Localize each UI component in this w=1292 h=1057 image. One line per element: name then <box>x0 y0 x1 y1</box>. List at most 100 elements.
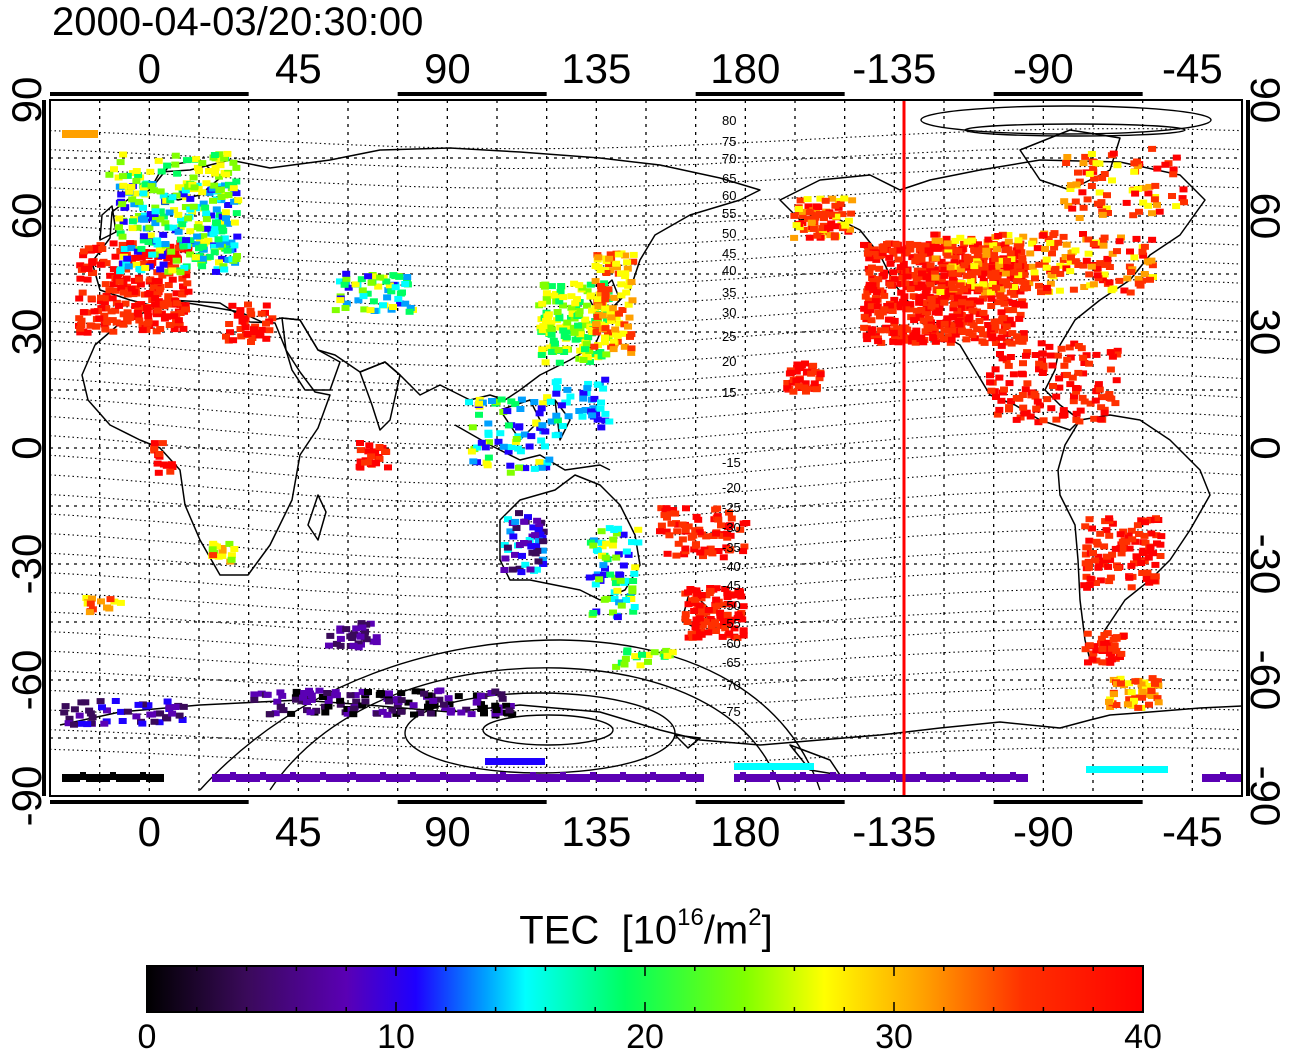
tec-pixel <box>149 284 158 291</box>
tec-pixel <box>336 278 344 285</box>
tec-pixel <box>734 774 740 782</box>
tec-pixel <box>1056 270 1065 277</box>
tec-pixel <box>139 204 147 211</box>
tec-pixel <box>614 774 620 782</box>
tec-pixel <box>1138 688 1147 695</box>
magnetic-latitude-label: -75 <box>722 704 741 719</box>
tec-pixel <box>596 774 602 782</box>
tec-pixel <box>1060 198 1069 205</box>
tec-pixel <box>537 352 546 358</box>
tec-pixel <box>362 774 368 782</box>
tec-pixel <box>135 198 143 205</box>
tec-pixel <box>324 703 333 710</box>
tec-pixel <box>986 326 995 333</box>
tec-pixel <box>232 164 241 171</box>
tec-pixel <box>482 459 491 466</box>
tec-pixel <box>397 697 406 704</box>
longitude-tick-label: -135 <box>852 45 936 92</box>
tec-pixel <box>115 215 124 222</box>
colorbar-units-exp2: 2 <box>748 904 762 931</box>
tec-pixel <box>151 208 160 215</box>
tec-pixel <box>375 444 384 450</box>
tec-pixel <box>893 325 902 332</box>
tec-pixel <box>214 236 223 243</box>
tec-pixel <box>712 596 721 603</box>
tec-pixel <box>689 532 698 539</box>
tec-pixel <box>516 406 525 412</box>
tec-pixel <box>629 578 638 584</box>
tec-pixel <box>214 553 223 560</box>
tec-pixel <box>1208 774 1214 782</box>
tec-pixel <box>739 603 748 610</box>
tec-pixel <box>209 552 218 559</box>
tec-pixel <box>521 465 530 472</box>
tec-pixel <box>434 774 440 782</box>
tec-pixel <box>740 772 746 780</box>
tec-pixel <box>492 707 501 714</box>
tec-pixel <box>813 232 822 239</box>
tec-pixel <box>962 774 968 782</box>
tec-pixel <box>983 331 992 338</box>
magnetic-latitude-label: -55 <box>722 616 741 631</box>
tec-pixel <box>1148 262 1157 269</box>
tec-pixel <box>1067 254 1075 261</box>
tec-pixel <box>360 306 369 313</box>
tec-pixel <box>1039 362 1048 369</box>
tec-pixel <box>919 246 927 253</box>
tec-pixel <box>865 255 874 262</box>
tec-pixel <box>686 774 692 782</box>
tec-pixel <box>364 448 373 455</box>
tec-pixel <box>981 289 989 296</box>
tec-pixel <box>597 353 606 360</box>
tec-pixel <box>182 272 191 279</box>
tec-pixel <box>218 547 227 554</box>
tec-pixel <box>801 380 810 387</box>
tec-pixel <box>697 592 706 598</box>
tec-pixel <box>854 774 860 782</box>
tec-pixel <box>172 290 181 297</box>
tec-pixel <box>547 348 556 355</box>
tec-pixel <box>1090 415 1099 422</box>
colorbar-quantity: TEC <box>519 908 600 953</box>
tec-pixel <box>716 609 725 616</box>
tec-pixel <box>929 335 938 341</box>
tec-pixel <box>974 241 982 248</box>
tec-pixel <box>491 702 500 709</box>
tec-pixel <box>946 264 955 271</box>
tec-pixel <box>1070 340 1079 347</box>
tec-pixel <box>326 774 332 782</box>
tec-pixel <box>159 231 168 238</box>
tec-pixel <box>935 323 944 330</box>
tec-pixel <box>927 319 936 326</box>
tec-pixel <box>803 196 812 203</box>
tec-pixel <box>795 376 804 383</box>
latitude-tick-label: -30 <box>3 534 50 595</box>
tec-pixel <box>1043 396 1052 403</box>
tec-pixel <box>692 587 701 594</box>
tec-pixel <box>596 291 605 298</box>
tec-pixel <box>865 269 874 276</box>
tec-pixel <box>1102 527 1111 534</box>
tec-pixel <box>896 267 905 274</box>
tec-pixel <box>467 448 476 455</box>
tec-pixel <box>919 317 928 324</box>
tec-pixel <box>988 335 997 342</box>
tec-pixel <box>189 174 198 181</box>
colorbar-tick-label: 30 <box>875 1018 913 1056</box>
tec-pixel <box>152 215 160 222</box>
longitude-tick-label: -45 <box>1162 45 1223 92</box>
tec-pixel <box>563 319 572 326</box>
tec-pixel <box>132 168 141 174</box>
tec-pixel <box>221 209 230 216</box>
tec-pixel <box>397 690 406 697</box>
tec-pixel <box>401 300 410 307</box>
tec-pixel <box>783 385 792 392</box>
tec-pixel <box>629 251 638 258</box>
tec-pixel <box>151 301 160 308</box>
tec-pixel <box>1019 233 1028 240</box>
tec-pixel <box>500 567 509 573</box>
tec-pixel <box>947 270 956 277</box>
tec-pixel <box>503 544 512 551</box>
tec-pixel <box>179 283 187 290</box>
tec-pixel <box>215 151 224 158</box>
